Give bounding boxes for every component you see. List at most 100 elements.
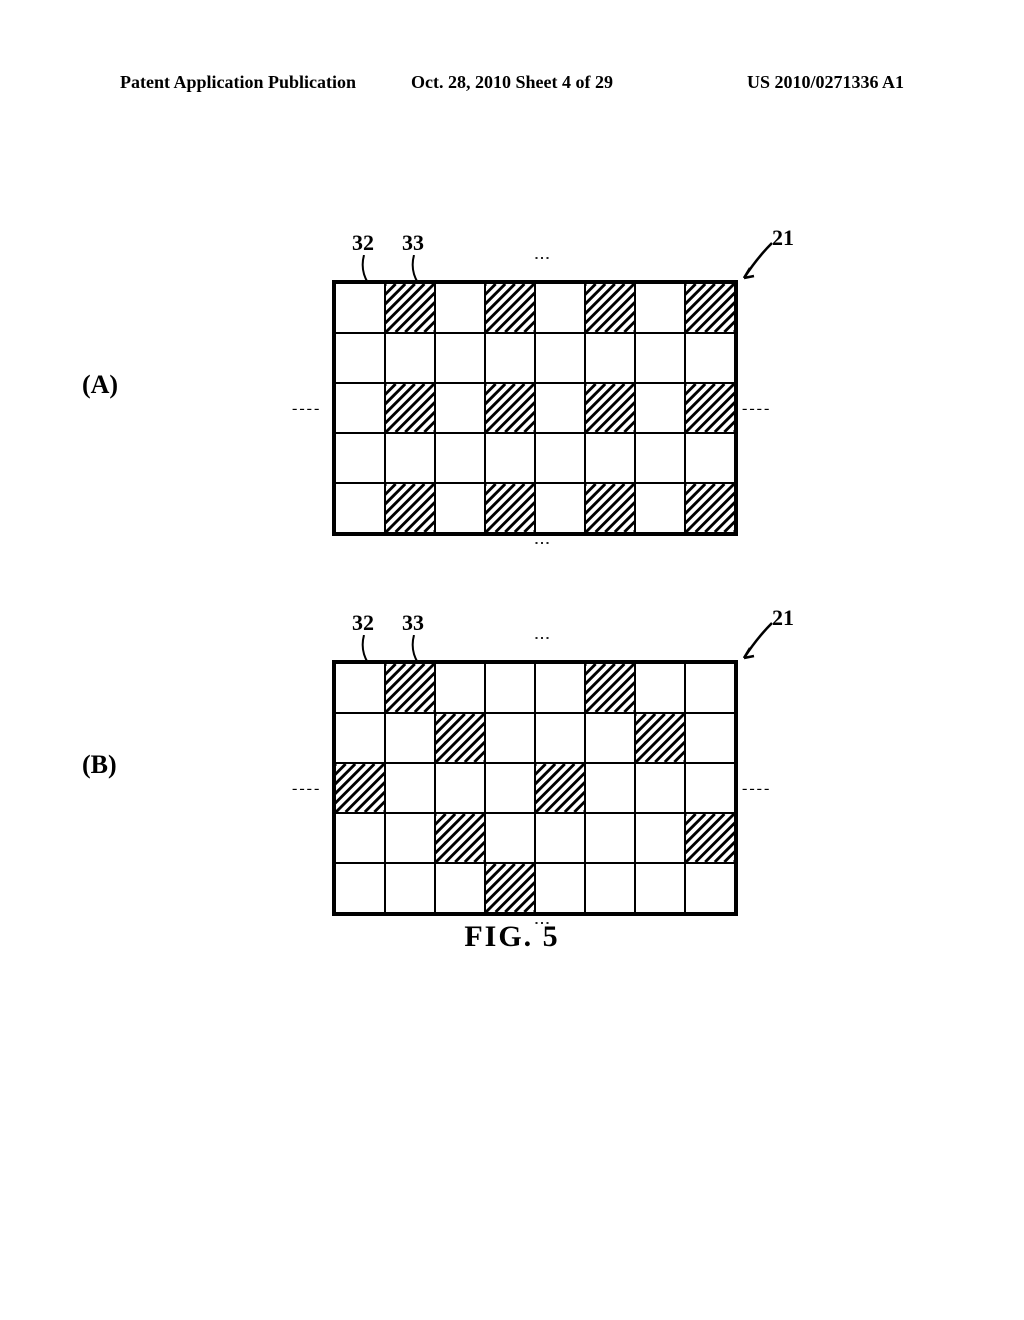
grid-cell — [635, 333, 685, 383]
grid-cell — [585, 713, 635, 763]
grid-cell — [485, 433, 535, 483]
continuation-dots-left-icon: ---- — [292, 400, 321, 418]
grid-cell — [535, 383, 585, 433]
grid-cell — [635, 433, 685, 483]
grid-cell — [335, 663, 385, 713]
grid-cell — [685, 663, 735, 713]
leader-line-21-icon — [742, 618, 782, 663]
grid-cell — [535, 333, 585, 383]
grid-cell — [335, 813, 385, 863]
grid-cell — [485, 663, 535, 713]
grid-cell-hatched — [585, 283, 635, 333]
grid-cell — [335, 283, 385, 333]
header-publication-type: Patent Application Publication — [120, 72, 381, 93]
grid-cell — [385, 713, 435, 763]
grid-cell-hatched — [685, 383, 735, 433]
grid-cell — [635, 763, 685, 813]
grid-cell — [585, 433, 635, 483]
grid-cell-hatched — [385, 383, 435, 433]
grid-cell — [485, 333, 535, 383]
grid-cell — [435, 483, 485, 533]
grid-cell — [335, 433, 385, 483]
grid-cell — [335, 863, 385, 913]
grid-cell-hatched — [485, 283, 535, 333]
header-publication-number: US 2010/0271336 A1 — [643, 72, 904, 93]
figure-caption: FIG. 5 — [0, 920, 1024, 954]
grid-cell-hatched — [535, 763, 585, 813]
grid-cell — [635, 283, 685, 333]
grid-cell-hatched — [385, 283, 435, 333]
figure-container: (A) 32 33 21 ⋮ ⋮ ---- ---- (B) 32 33 21 … — [0, 220, 1024, 980]
grid-cell — [385, 433, 435, 483]
grid-cell — [685, 763, 735, 813]
grid-cell-hatched — [385, 663, 435, 713]
grid-cell — [685, 863, 735, 913]
leader-line-21-icon — [742, 238, 782, 283]
grid-cell-hatched — [485, 383, 535, 433]
panel-a-label: (A) — [82, 370, 118, 400]
grid-cell-hatched — [335, 763, 385, 813]
panel-b: (B) 32 33 21 ⋮ ⋮ ---- ---- — [152, 600, 872, 950]
continuation-dots-bottom-icon: ⋮ — [532, 535, 551, 553]
grid-cell-hatched — [585, 483, 635, 533]
grid-cell-hatched — [635, 713, 685, 763]
grid-cell — [585, 813, 635, 863]
grid-cell-hatched — [585, 383, 635, 433]
grid-cell — [535, 433, 585, 483]
grid-cell — [485, 813, 535, 863]
grid-cell — [535, 483, 585, 533]
grid-cell-hatched — [385, 483, 435, 533]
grid-cell-hatched — [685, 283, 735, 333]
continuation-dots-right-icon: ---- — [742, 400, 771, 418]
grid-cell — [535, 863, 585, 913]
grid-cell — [385, 813, 435, 863]
grid-cell — [485, 713, 535, 763]
continuation-dots-right-icon: ---- — [742, 780, 771, 798]
grid-cell — [435, 763, 485, 813]
grid-cell — [435, 663, 485, 713]
grid-cell — [685, 333, 735, 383]
panel-a: (A) 32 33 21 ⋮ ⋮ ---- ---- — [152, 220, 872, 570]
continuation-dots-top-icon: ⋮ — [532, 630, 551, 648]
grid-cell — [685, 433, 735, 483]
grid-cell-hatched — [585, 663, 635, 713]
reference-label-33: 33 — [402, 610, 424, 636]
grid-cell — [435, 433, 485, 483]
grid-cell — [435, 383, 485, 433]
continuation-dots-top-icon: ⋮ — [532, 250, 551, 268]
grid-cell — [585, 863, 635, 913]
grid-cell-hatched — [435, 813, 485, 863]
grid-cell-hatched — [435, 713, 485, 763]
page-header: Patent Application Publication Oct. 28, … — [0, 72, 1024, 93]
pixel-grid-b — [332, 660, 738, 916]
grid-cell-hatched — [685, 483, 735, 533]
grid-cell — [385, 863, 435, 913]
grid-cell-hatched — [485, 483, 535, 533]
grid-cell — [435, 333, 485, 383]
grid-cell — [635, 813, 685, 863]
grid-cell-hatched — [685, 813, 735, 863]
reference-label-32: 32 — [352, 230, 374, 256]
grid-cell — [635, 383, 685, 433]
panel-b-label: (B) — [82, 750, 117, 780]
grid-cell — [535, 663, 585, 713]
pixel-grid-a — [332, 280, 738, 536]
continuation-dots-left-icon: ---- — [292, 780, 321, 798]
reference-label-32: 32 — [352, 610, 374, 636]
grid-cell — [585, 763, 635, 813]
grid-cell — [685, 713, 735, 763]
grid-cell — [535, 813, 585, 863]
grid-cell — [635, 863, 685, 913]
grid-cell — [535, 713, 585, 763]
grid-cell — [635, 483, 685, 533]
grid-cell — [435, 283, 485, 333]
grid-cell — [335, 383, 385, 433]
reference-label-33: 33 — [402, 230, 424, 256]
grid-cell — [385, 763, 435, 813]
grid-cell-hatched — [485, 863, 535, 913]
grid-cell — [485, 763, 535, 813]
header-date-sheet: Oct. 28, 2010 Sheet 4 of 29 — [381, 72, 642, 93]
grid-cell — [385, 333, 435, 383]
grid-cell — [335, 333, 385, 383]
grid-cell — [535, 283, 585, 333]
